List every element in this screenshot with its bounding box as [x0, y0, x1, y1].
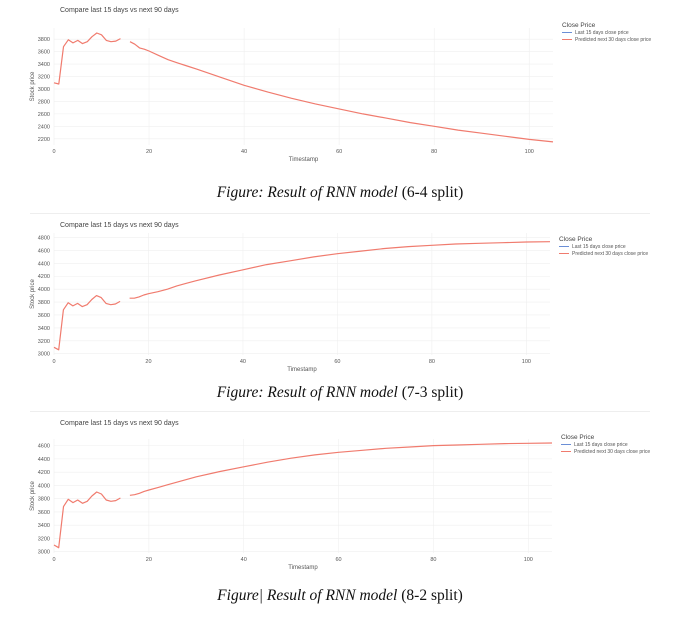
y-tick-label: 4200	[38, 470, 50, 476]
chart-title: Compare last 15 days vs next 90 days	[60, 420, 179, 427]
y-axis-label: Stock price	[30, 71, 36, 101]
y-tick-label: 3000	[38, 87, 50, 93]
figure-caption-8-2: Figure| Result of RNN model (8-2 split)	[0, 587, 680, 605]
x-tick-label: 20	[146, 149, 152, 155]
x-axis-label: Timestamp	[289, 157, 319, 163]
series-line-predicted	[129, 442, 553, 496]
x-tick-label: 20	[145, 359, 151, 365]
y-axis-label: Stock price	[30, 279, 36, 309]
x-tick-label: 60	[336, 557, 342, 563]
y-tick-label: 4400	[38, 457, 50, 463]
divider	[30, 213, 650, 214]
x-tick-label: 100	[522, 359, 531, 365]
chart-title: Compare last 15 days vs next 90 days	[60, 7, 179, 14]
x-axis-label: Timestamp	[288, 565, 318, 571]
y-tick-label: 3200	[38, 339, 50, 345]
y-tick-label: 3800	[38, 37, 50, 43]
y-tick-label: 4000	[38, 287, 50, 293]
series-line-last-15-days	[53, 295, 121, 351]
y-tick-label: 3200	[38, 75, 50, 81]
y-tick-label: 2600	[38, 112, 50, 118]
legend-entry: Last 15 days close price	[574, 442, 628, 448]
chart-title: Compare last 15 days vs next 90 days	[60, 222, 179, 229]
legend-title: Close Price	[562, 22, 596, 29]
legend-entry: Predicted next 30 days close price	[572, 251, 648, 257]
figure-caption-6-4: Figure: Result of RNN model (6-4 split)	[0, 184, 680, 202]
caption-label: Figure: Result of RNN model	[216, 384, 398, 401]
series-line-last-15-days	[53, 32, 121, 85]
y-axis-label: Stock price	[30, 481, 36, 511]
x-tick-label: 40	[241, 557, 247, 563]
x-tick-label: 100	[524, 557, 533, 563]
legend-entry: Last 15 days close price	[572, 244, 626, 250]
legend-entry: Last 15 days close price	[575, 30, 629, 36]
x-tick-label: 60	[336, 149, 342, 155]
x-tick-label: 80	[429, 359, 435, 365]
y-tick-label: 3400	[38, 326, 50, 332]
x-tick-label: 40	[241, 149, 247, 155]
caption-label: Figure: Result of RNN model	[216, 184, 398, 201]
chart-svg-8-2: Compare last 15 days vs next 90 days 3000…	[30, 420, 650, 571]
caption-label: Figure| Result of RNN model	[217, 587, 398, 604]
x-tick-label: 60	[334, 359, 340, 365]
series-line-predicted	[129, 41, 554, 143]
chart-panel-6-4: Compare last 15 days vs next 90 days 2200…	[0, 0, 680, 210]
x-tick-label: 0	[52, 557, 55, 563]
y-tick-label: 3800	[38, 300, 50, 306]
divider	[30, 411, 650, 412]
x-tick-label: 40	[240, 359, 246, 365]
caption-detail: (8-2 split)	[401, 587, 463, 604]
chart-svg-7-3: Compare last 15 days vs next 90 days 3000…	[30, 222, 648, 373]
x-tick-label: 0	[52, 359, 55, 365]
y-tick-label: 3600	[38, 313, 50, 319]
x-tick-label: 80	[430, 557, 436, 563]
legend-title: Close Price	[561, 434, 595, 441]
y-tick-label: 4600	[38, 248, 50, 254]
legend-title: Close Price	[559, 236, 593, 243]
y-tick-label: 4600	[38, 444, 50, 450]
x-tick-label: 100	[525, 149, 534, 155]
x-tick-label: 80	[431, 149, 437, 155]
x-axis-label: Timestamp	[287, 367, 317, 373]
y-tick-label: 4800	[38, 236, 50, 242]
y-tick-label: 3600	[38, 50, 50, 56]
y-tick-label: 3400	[38, 523, 50, 529]
y-tick-label: 4200	[38, 274, 50, 280]
y-tick-label: 3000	[38, 550, 50, 556]
y-tick-label: 4400	[38, 261, 50, 267]
y-tick-label: 2400	[38, 124, 50, 130]
y-tick-label: 2200	[38, 137, 50, 143]
y-tick-label: 2800	[38, 99, 50, 105]
legend-entry: Predicted next 30 days close price	[575, 37, 651, 43]
figure-caption-7-3: Figure: Result of RNN model (7-3 split)	[0, 384, 680, 402]
y-tick-label: 3200	[38, 536, 50, 542]
series-line-last-15-days	[53, 491, 121, 549]
series-line-predicted	[129, 241, 551, 299]
y-tick-label: 4000	[38, 483, 50, 489]
caption-detail: (6-4 split)	[401, 184, 464, 201]
x-tick-label: 20	[146, 557, 152, 563]
chart-panel-7-3: Compare last 15 days vs next 90 days 3000…	[0, 222, 680, 402]
y-tick-label: 3800	[38, 497, 50, 503]
y-tick-label: 3000	[38, 352, 50, 358]
y-tick-label: 3400	[38, 62, 50, 68]
legend-entry: Predicted next 30 days close price	[574, 449, 650, 455]
chart-svg-6-4: Compare last 15 days vs next 90 days 2200…	[30, 7, 651, 163]
y-tick-label: 3600	[38, 510, 50, 516]
caption-detail: (7-3 split)	[401, 384, 464, 401]
x-tick-label: 0	[52, 149, 55, 155]
